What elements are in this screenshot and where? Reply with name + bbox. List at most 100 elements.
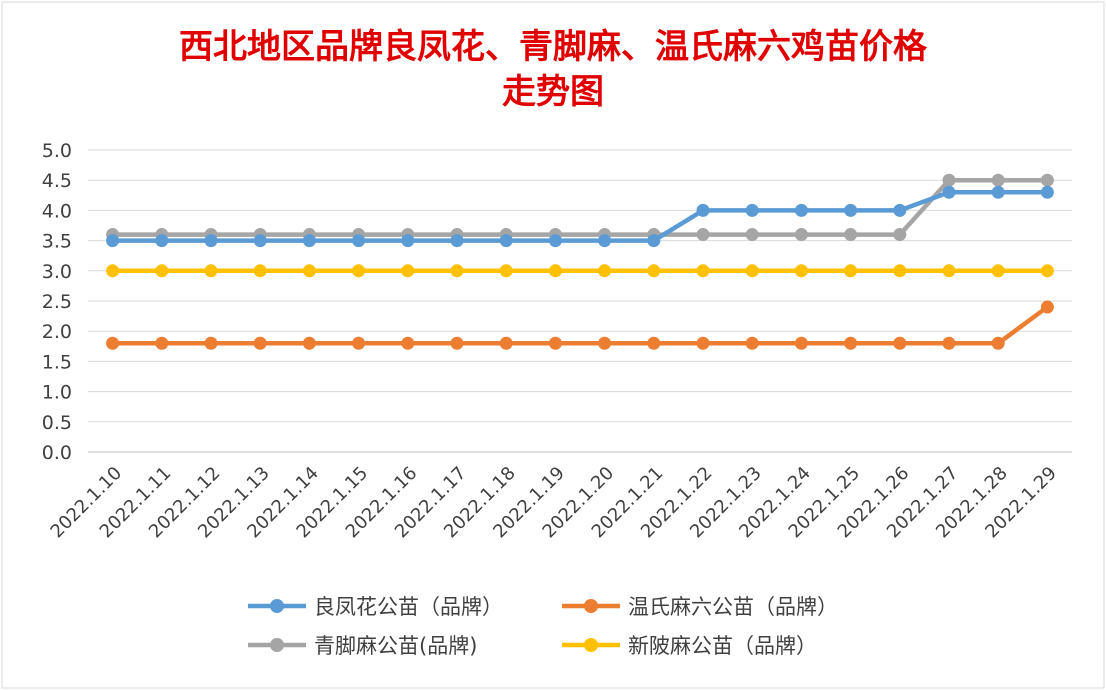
y-tick-label: 4.0: [42, 200, 72, 222]
data-point: [794, 203, 808, 217]
series-lines: [106, 173, 1054, 350]
data-point: [745, 336, 759, 350]
data-point: [942, 173, 956, 187]
data-point: [942, 336, 956, 350]
data-point: [991, 185, 1005, 199]
data-point: [647, 264, 661, 278]
data-point: [352, 234, 366, 248]
chart-title-line2: 走势图: [502, 72, 604, 112]
data-point: [499, 234, 513, 248]
data-point: [106, 234, 120, 248]
data-point: [991, 264, 1005, 278]
legend-label: 温氏麻六公苗（品牌）: [628, 595, 838, 619]
data-point: [352, 264, 366, 278]
data-point: [106, 336, 120, 350]
data-point: [548, 234, 562, 248]
data-point: [450, 336, 464, 350]
data-point: [942, 264, 956, 278]
data-point: [204, 336, 218, 350]
series-0: [106, 185, 1054, 248]
y-tick-label: 2.0: [42, 321, 72, 343]
y-tick-label: 0.5: [42, 412, 72, 434]
data-point: [106, 264, 120, 278]
data-point: [991, 173, 1005, 187]
data-point: [1040, 300, 1054, 314]
data-point: [155, 234, 169, 248]
data-point: [696, 228, 710, 242]
data-point: [745, 228, 759, 242]
data-point: [253, 336, 267, 350]
data-point: [844, 203, 858, 217]
y-tick-label: 1.0: [42, 382, 72, 404]
data-point: [1040, 264, 1054, 278]
data-point: [598, 264, 612, 278]
data-point: [647, 234, 661, 248]
data-point: [253, 234, 267, 248]
data-point: [302, 234, 316, 248]
y-tick-label: 3.0: [42, 261, 72, 283]
data-point: [893, 228, 907, 242]
y-tick-label: 1.5: [42, 351, 72, 373]
data-point: [598, 336, 612, 350]
data-point: [1040, 185, 1054, 199]
data-point: [204, 234, 218, 248]
legend-item: 温氏麻六公苗（品牌）: [562, 595, 838, 619]
y-tick-label: 4.5: [42, 170, 72, 192]
data-point: [893, 203, 907, 217]
data-point: [204, 264, 218, 278]
series-3: [106, 264, 1054, 278]
data-point: [548, 336, 562, 350]
data-point: [302, 336, 316, 350]
data-point: [450, 264, 464, 278]
data-point: [942, 185, 956, 199]
data-point: [745, 203, 759, 217]
data-point: [155, 264, 169, 278]
data-point: [401, 264, 415, 278]
legend-item: 新陂麻公苗（品牌）: [562, 634, 817, 658]
data-point: [844, 336, 858, 350]
data-point: [696, 203, 710, 217]
legend-item: 青脚麻公苗(品牌): [248, 634, 477, 658]
y-tick-label: 5.0: [42, 140, 72, 162]
legend-label: 青脚麻公苗(品牌): [314, 634, 477, 658]
legend-label: 新陂麻公苗（品牌）: [628, 634, 817, 658]
legend-dot-marker: [584, 599, 598, 613]
legend-dot-marker: [270, 638, 284, 652]
data-point: [844, 228, 858, 242]
data-point: [499, 336, 513, 350]
y-tick-label: 2.5: [42, 291, 72, 313]
y-tick-label: 0.0: [42, 442, 72, 464]
y-axis-ticks: 5.0 4.5 4.0 3.5 3.0 2.5 2.0 1.5 1.0 0.5 0.0: [42, 140, 72, 464]
data-point: [253, 264, 267, 278]
data-point: [794, 228, 808, 242]
data-point: [794, 264, 808, 278]
data-point: [302, 264, 316, 278]
data-point: [598, 234, 612, 248]
legend-item: 良凤花公苗（品牌）: [248, 595, 503, 619]
y-tick-label: 3.5: [42, 231, 72, 253]
data-point: [647, 336, 661, 350]
series-line: [112, 190, 1048, 243]
data-point: [794, 336, 808, 350]
legend-dot-marker: [584, 638, 598, 652]
data-point: [1040, 173, 1054, 187]
data-point: [450, 234, 464, 248]
legend-label: 良凤花公苗（品牌）: [314, 595, 503, 619]
data-point: [499, 264, 513, 278]
legend-dot-marker: [270, 599, 284, 613]
data-point: [155, 336, 169, 350]
gridlines: [88, 149, 1072, 453]
data-point: [696, 336, 710, 350]
series-1: [106, 300, 1054, 350]
series-line: [112, 177, 1048, 237]
data-point: [548, 264, 562, 278]
data-point: [401, 234, 415, 248]
data-point: [352, 336, 366, 350]
data-point: [893, 336, 907, 350]
chart-title: 西北地区品牌良凤花、青脚麻、温氏麻六鸡苗价格: [179, 27, 928, 67]
legend: 良凤花公苗（品牌） 温氏麻六公苗（品牌） 青脚麻公苗(品牌) 新陂麻公苗（品牌）: [248, 595, 838, 658]
data-point: [991, 336, 1005, 350]
data-point: [745, 264, 759, 278]
